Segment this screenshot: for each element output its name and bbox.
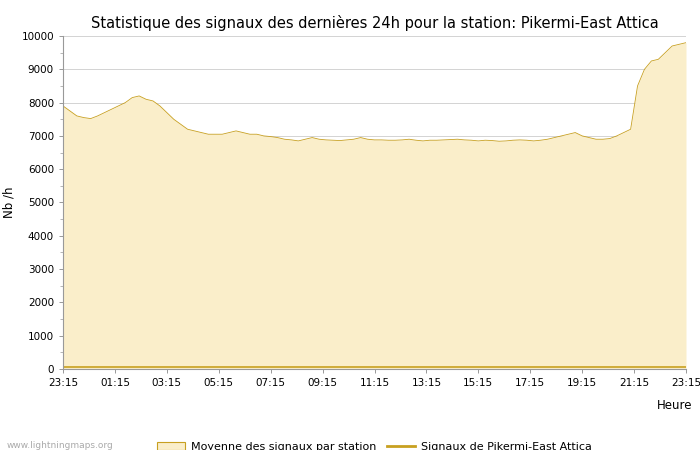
Legend: Moyenne des signaux par station, Signaux de Pikermi-East Attica: Moyenne des signaux par station, Signaux… (153, 438, 596, 450)
Text: www.lightningmaps.org: www.lightningmaps.org (7, 441, 113, 450)
Title: Statistique des signaux des dernières 24h pour la station: Pikermi-East Attica: Statistique des signaux des dernières 24… (90, 15, 659, 31)
Y-axis label: Nb /h: Nb /h (3, 187, 16, 218)
X-axis label: Heure: Heure (657, 399, 692, 412)
